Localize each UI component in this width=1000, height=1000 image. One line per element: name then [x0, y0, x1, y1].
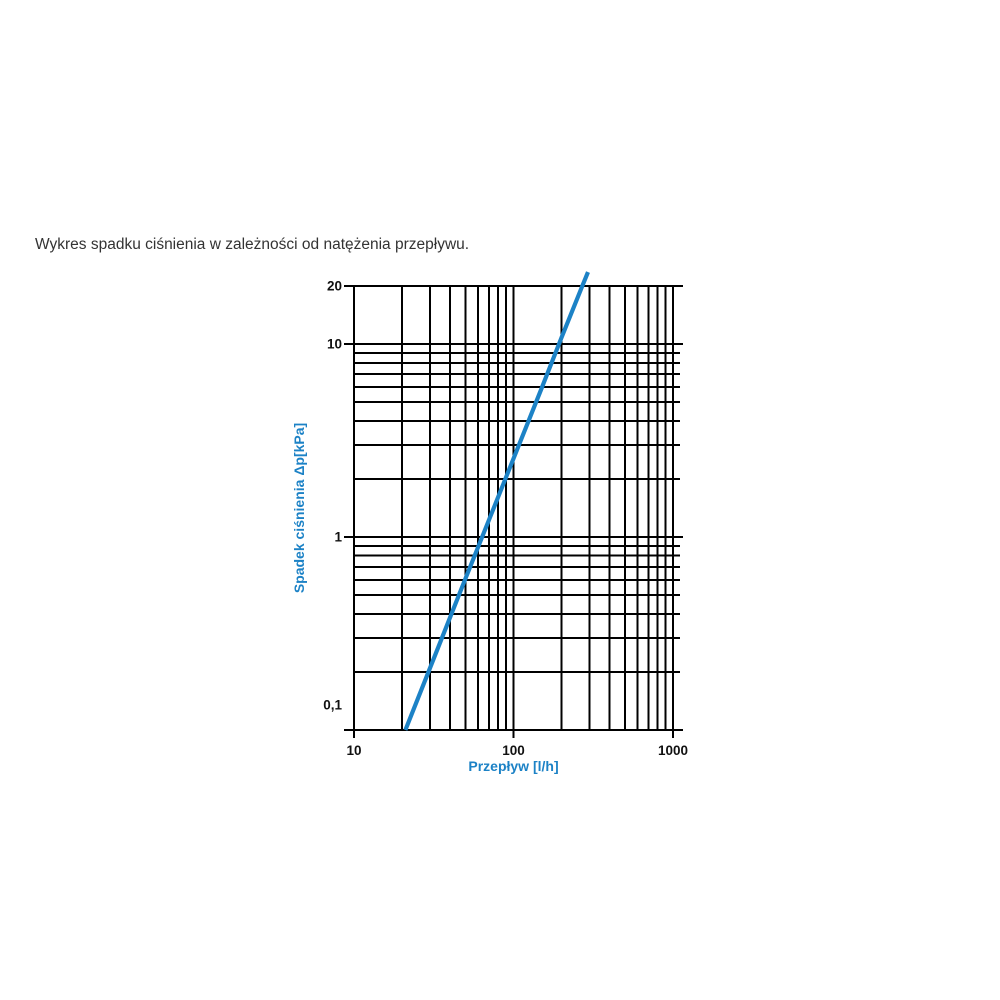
y-tick-label: 1 — [334, 530, 342, 545]
y-axis-title: Spadek ciśnienia Δp[kPa] — [291, 423, 307, 593]
x-tick-label: 100 — [502, 743, 525, 758]
x-axis-title: Przepływ [l/h] — [468, 758, 558, 774]
x-tick-label: 10 — [346, 743, 361, 758]
series-line-pressure-drop — [403, 271, 590, 731]
y-tick-label: 0,1 — [323, 698, 342, 713]
chart-caption: Wykres spadku ciśnienia w zależności od … — [35, 236, 470, 253]
y-tick-label: 20 — [327, 279, 342, 294]
x-tick-label: 1000 — [658, 743, 688, 758]
y-tick-label: 10 — [327, 337, 342, 352]
